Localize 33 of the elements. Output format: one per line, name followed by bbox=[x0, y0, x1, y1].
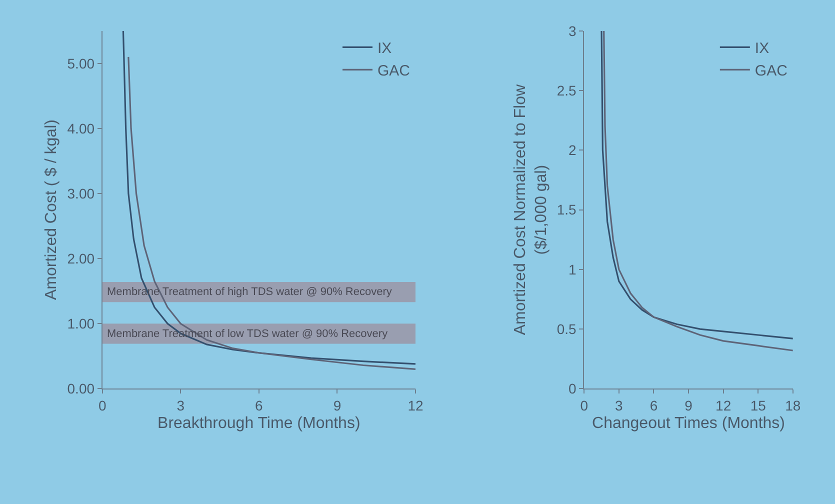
x-tick-label: 3 bbox=[176, 397, 185, 414]
x-axis-title: Breakthrough Time (Months) bbox=[158, 415, 360, 432]
y-tick-label: 2 bbox=[568, 142, 577, 158]
y-tick-label: 1 bbox=[568, 261, 577, 278]
x-tick-label: 6 bbox=[255, 397, 264, 414]
x-tick-label: 12 bbox=[716, 397, 732, 414]
x-tick-label: 6 bbox=[650, 397, 658, 414]
y-axis-title: Amortized Cost Normalized to Flow ($/1,000 gal) bbox=[512, 84, 550, 336]
x-tick-label: 18 bbox=[785, 397, 801, 414]
legend-label: GAC bbox=[378, 62, 410, 80]
y-tick-label: 5.00 bbox=[67, 55, 95, 72]
y-tick-label: 0.5 bbox=[556, 320, 577, 337]
x-tick-label: 12 bbox=[408, 397, 424, 414]
y-tick-label: 1.5 bbox=[556, 202, 577, 218]
y-tick-label: 2.00 bbox=[67, 250, 95, 266]
y-tick-label: 0.00 bbox=[67, 380, 95, 397]
x-axis-title: Changeout Times (Months) bbox=[592, 415, 786, 432]
y-tick-label: 1.00 bbox=[67, 316, 95, 332]
x-tick-label: 15 bbox=[750, 397, 766, 414]
y-tick-label: 3.00 bbox=[67, 185, 95, 202]
x-tick-label: 3 bbox=[615, 397, 624, 414]
x-tick-label: 0 bbox=[580, 397, 588, 414]
y-tick-label: 2.5 bbox=[556, 82, 577, 98]
legend-label: GAC bbox=[754, 62, 788, 80]
y-tick-label: 3 bbox=[568, 22, 577, 39]
y-tick-label: 4.00 bbox=[67, 120, 95, 136]
x-tick-label: 9 bbox=[333, 397, 342, 414]
legend-label: IX bbox=[754, 40, 770, 58]
x-tick-label: 0 bbox=[98, 397, 106, 414]
legend-label: IX bbox=[378, 40, 392, 58]
x-tick-label: 9 bbox=[684, 397, 693, 414]
y-axis-title: Amortized Cost ( $ / kgal) bbox=[43, 120, 60, 300]
y-tick-label: 0 bbox=[568, 380, 577, 397]
